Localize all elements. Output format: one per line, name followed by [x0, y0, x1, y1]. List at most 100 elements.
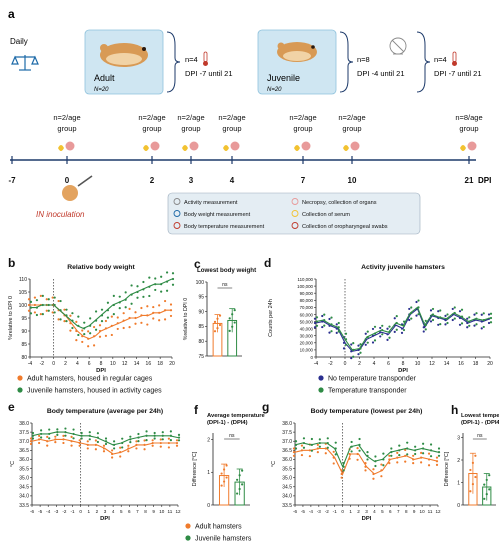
data-point — [129, 441, 132, 444]
group-label: group — [57, 124, 76, 133]
data-point — [146, 305, 149, 308]
timeline-tick-label: 21 — [465, 176, 474, 185]
x-tick-label: 12 — [175, 509, 181, 514]
x-tick-label: 6 — [88, 361, 91, 367]
activity-wheel-icon — [389, 37, 407, 55]
data-point — [153, 437, 156, 440]
protocol-legend-item: Activity measurement — [184, 200, 238, 206]
chart-title: Lowest temperature — [461, 413, 499, 419]
panel-letter-e: e — [8, 400, 15, 414]
protocol-legend-box — [167, 192, 421, 235]
data-point — [223, 468, 226, 471]
data-point — [466, 326, 469, 329]
y-tick-label: 35.0 — [19, 475, 29, 481]
y-tick-label: 33.5 — [282, 503, 292, 509]
y-tick-label: 2 — [457, 458, 460, 464]
group-label: group — [181, 124, 200, 133]
x-tick-label: 10 — [415, 361, 421, 367]
data-point — [323, 313, 326, 316]
y-tick-label: 80,000 — [300, 298, 314, 303]
data-point — [488, 488, 491, 491]
series-line — [294, 447, 439, 476]
data-point — [316, 451, 319, 454]
data-point — [410, 317, 413, 320]
data-point — [422, 330, 425, 333]
y-axis-label: °C — [10, 461, 16, 467]
x-tick-label: 20 — [487, 361, 493, 367]
data-point — [294, 447, 298, 450]
panel-letter-c: c — [194, 257, 201, 271]
y-tick-label: 37.5 — [282, 430, 292, 436]
data-point — [225, 476, 228, 479]
data-point — [143, 439, 146, 442]
thermometer-icon — [203, 51, 208, 66]
data-point — [356, 447, 359, 450]
x-axis-label: DPI — [100, 516, 110, 522]
panel-letter-a: a — [8, 7, 15, 21]
adult-brace — [166, 31, 181, 93]
data-point — [54, 435, 57, 438]
data-point — [366, 330, 369, 333]
data-point — [94, 448, 97, 451]
x-tick-label: 14 — [444, 361, 450, 367]
data-point — [483, 483, 486, 486]
data-point — [468, 324, 471, 327]
y-tick-label: 95 — [21, 316, 27, 322]
data-point — [233, 309, 236, 312]
thermometer-icon — [173, 222, 181, 229]
data-point — [381, 333, 384, 336]
serum-drop-icon — [343, 145, 349, 151]
data-point — [414, 452, 417, 456]
data-point — [39, 294, 42, 297]
data-point — [213, 320, 217, 323]
timeline-tick-label: 0 — [65, 176, 70, 185]
data-point — [56, 433, 59, 436]
data-point — [371, 341, 375, 344]
legend-adult-cages: Adult hamsters, housed in regular cages — [27, 376, 153, 383]
data-point — [65, 308, 68, 311]
y-axis-label: Difference [°C] — [192, 451, 198, 486]
x-tick-label: 2 — [357, 509, 360, 514]
data-point — [396, 461, 399, 464]
data-point — [437, 310, 440, 313]
x-tick-label: 9 — [152, 509, 155, 514]
data-point — [381, 324, 384, 327]
data-point — [59, 318, 62, 321]
protocol-legend: Activity measurement Necropsy, collection… — [173, 198, 388, 230]
data-point — [313, 326, 317, 329]
data-point — [87, 345, 90, 348]
data-point — [137, 432, 140, 436]
data-point — [75, 320, 78, 323]
y-axis-label: °C — [271, 461, 277, 467]
data-point — [153, 431, 156, 435]
data-point — [332, 450, 335, 453]
organ-icon — [350, 141, 360, 151]
data-point — [431, 318, 435, 322]
data-point — [357, 353, 360, 356]
adult-n: N=20 — [94, 87, 109, 93]
group-size-label: n=2/age — [138, 113, 165, 122]
data-point — [422, 452, 425, 455]
adult-group-dpi: DPI -7 until 21 — [185, 69, 233, 78]
y-tick-label: 30,000 — [300, 334, 314, 339]
y-tick-label: 0 — [311, 355, 314, 360]
data-point — [98, 324, 102, 327]
data-point — [159, 438, 162, 441]
legend-swatch-adult-bottom — [185, 523, 191, 529]
x-tick-label: 10 — [420, 509, 426, 514]
series-line — [294, 442, 439, 469]
organ-icon — [301, 141, 311, 151]
panel-letter-h: h — [451, 403, 458, 417]
data-point — [78, 439, 81, 442]
panel-d: d Activity juvenile hamsters 0 10,000 20,000… — [264, 256, 493, 374]
y-tick-label: 3 — [457, 435, 460, 441]
data-point — [429, 455, 433, 458]
thermometer-icon — [452, 51, 457, 66]
data-point — [48, 437, 51, 440]
timeline-tick-label: 4 — [230, 176, 235, 185]
data-point — [94, 439, 97, 442]
data-point — [330, 316, 333, 319]
data-point — [439, 309, 442, 312]
data-point — [83, 333, 86, 336]
x-tick-label: -6 — [30, 509, 35, 514]
